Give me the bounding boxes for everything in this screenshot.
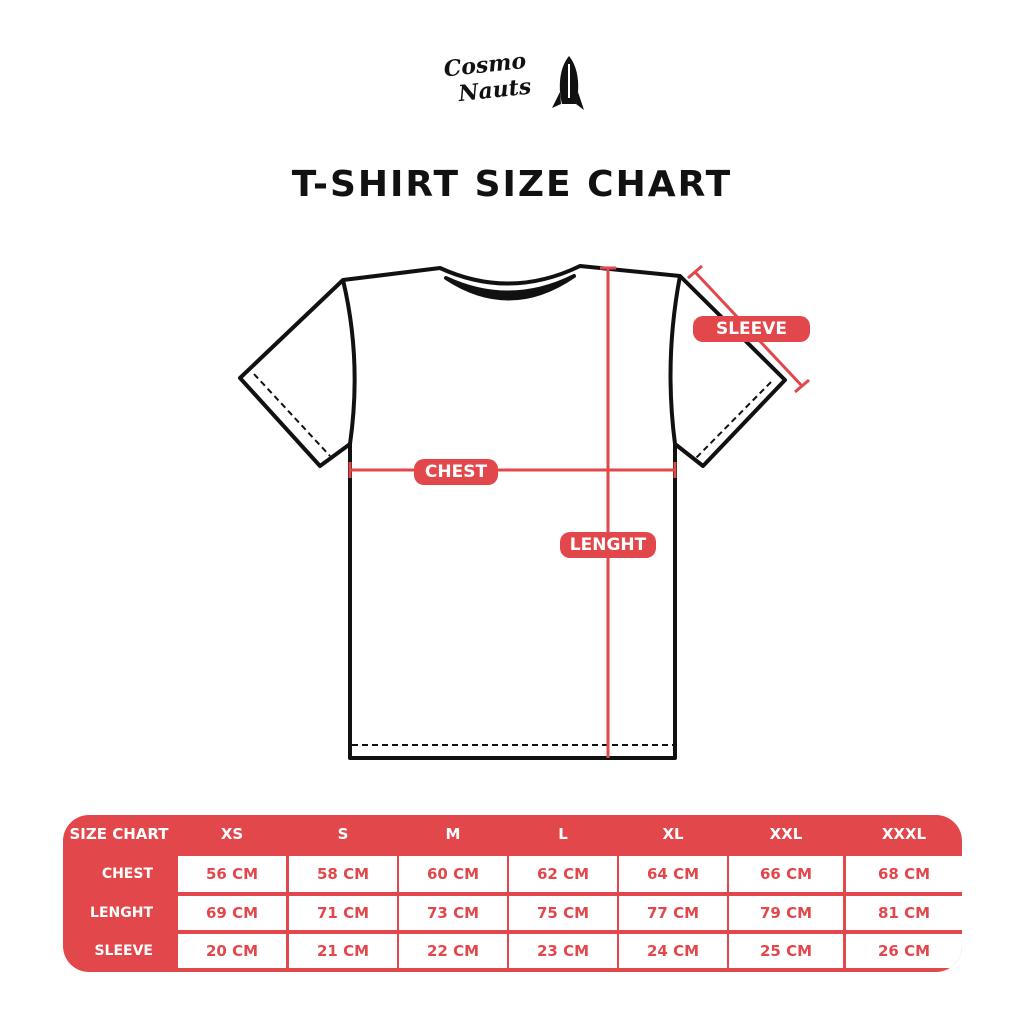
- brand-logo: Cosmo Nauts: [443, 48, 585, 124]
- size-header-s: S: [337, 824, 349, 843]
- table-cell: 23 CM: [509, 934, 617, 968]
- page-title: T-SHIRT SIZE CHART: [291, 164, 733, 205]
- table-cell: 24 CM: [619, 934, 727, 968]
- table-cell: 81 CM: [846, 896, 962, 930]
- table-cell: 62 CM: [509, 856, 617, 892]
- table-cell: 79 CM: [729, 896, 843, 930]
- table-cell: 75 CM: [509, 896, 617, 930]
- table-corner-label: SIZE CHART: [69, 824, 169, 843]
- table-cell: 73 CM: [399, 896, 507, 930]
- table-cell: 58 CM: [289, 856, 397, 892]
- table-cell: 22 CM: [399, 934, 507, 968]
- chest-label: CHEST: [414, 459, 498, 485]
- sleeve-label: SLEEVE: [693, 316, 810, 342]
- size-header-xxl: XXL: [769, 824, 803, 843]
- size-header-xxxl: XXXL: [881, 824, 927, 843]
- table-cell: 60 CM: [399, 856, 507, 892]
- table-cell: 71 CM: [289, 896, 397, 930]
- table-cell: 26 CM: [846, 934, 962, 968]
- table-cell: 64 CM: [619, 856, 727, 892]
- tshirt-outline: [238, 264, 787, 760]
- rocket-icon: [552, 56, 584, 110]
- size-header-m: M: [445, 824, 461, 843]
- table-cell: 66 CM: [729, 856, 843, 892]
- size-header-l: L: [558, 824, 568, 843]
- table-cell: 25 CM: [729, 934, 843, 968]
- table-cell: 56 CM: [178, 856, 286, 892]
- size-table: SIZE CHART XS S M L XL XXL XXXL CHEST 56 CM 58 CM 6…: [63, 815, 962, 972]
- table-cell: 21 CM: [289, 934, 397, 968]
- length-label: LENGHT: [560, 532, 656, 558]
- table-cell: 68 CM: [846, 856, 962, 892]
- row-label: SLEEVE: [94, 943, 153, 959]
- size-header-xl: XL: [662, 824, 684, 843]
- row-label: CHEST: [101, 866, 153, 882]
- table-cell: 69 CM: [178, 896, 286, 930]
- table-cell: 77 CM: [619, 896, 727, 930]
- size-header-xs: XS: [220, 824, 244, 843]
- row-label: LENGHT: [90, 905, 153, 921]
- table-cell: 20 CM: [178, 934, 286, 968]
